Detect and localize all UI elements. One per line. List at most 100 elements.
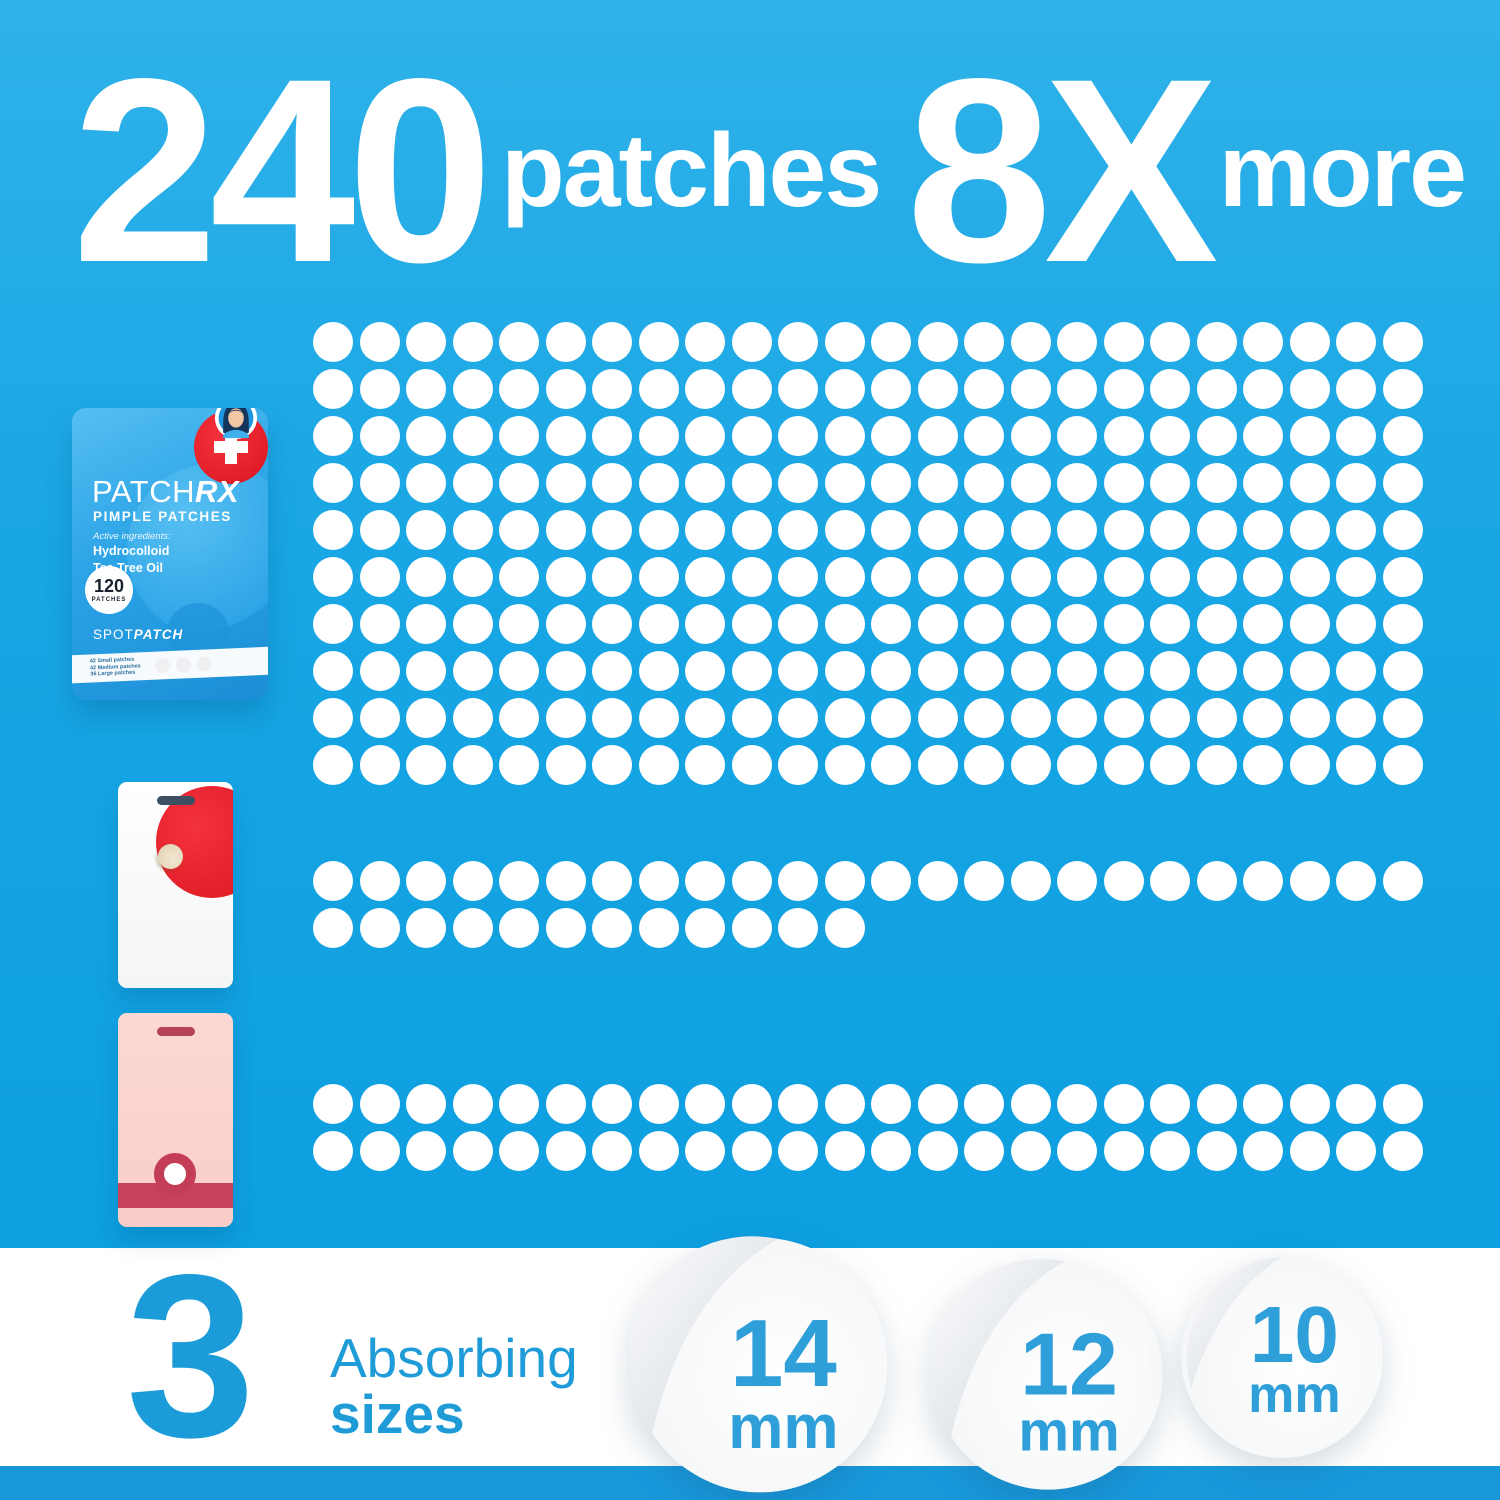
patch-dot [778,1084,818,1124]
patch-dot [1103,510,1144,550]
patch-dot [592,557,632,597]
patch-dot [1289,604,1330,644]
patch-dot [1057,604,1097,644]
patch-dot [359,1131,400,1171]
patch-dot [592,369,632,409]
size-sticker-10mm: 10 mm [1179,1254,1385,1460]
patch-dot [871,369,911,409]
patch-dot [778,463,818,503]
patch-dot [1150,651,1190,691]
patch-dot [685,1084,725,1124]
patch-dot [1103,322,1144,362]
patch-dot [1382,861,1423,901]
patch-dot [685,745,725,785]
patch-dot [1289,1131,1330,1171]
patch-dot [778,604,818,644]
patch-dot [452,698,493,738]
size-sticker-14mm: 14 mm [630,1235,890,1495]
patch-dot [452,463,493,503]
patch-dot [1382,510,1423,550]
patch-dot [871,416,911,456]
patch-dot [359,861,400,901]
patch-dot [871,745,911,785]
patch-dot-row [313,322,1423,362]
patch-dot [685,604,725,644]
patch-dot [545,463,586,503]
patch-dot [406,604,446,644]
patch-dot [638,322,679,362]
patch-dot [1057,463,1097,503]
patch-dot [1382,463,1423,503]
patch-dot [1382,651,1423,691]
patch-dot [1103,604,1144,644]
patch-dot [917,416,958,456]
patch-dot [1336,369,1376,409]
patch-dot [592,463,632,503]
patchrx-dot-grid [313,322,1423,785]
patch-dot [917,369,958,409]
patch-dot [871,322,911,362]
patch-dot [731,416,772,456]
patch-dot [685,369,725,409]
ingredient-hydrocolloid: Hydrocolloid [93,544,170,558]
patch-dot [964,369,1004,409]
badge-label: PATCHES [91,597,127,603]
ring-mark-icon [154,1153,196,1195]
patch-dot [824,604,865,644]
patch-dot [592,745,632,785]
patch-dot [1057,557,1097,597]
patch-dot [313,1131,353,1171]
patch-dot [359,1084,400,1124]
patch-dot [313,651,353,691]
size-value-14mm: 14 mm [728,1300,839,1462]
patch-dot [406,1084,446,1124]
patch-dot [1103,416,1144,456]
patch-dot [592,416,632,456]
patch-dot [545,1084,586,1124]
patch-dot [545,745,586,785]
patch-dot [964,463,1004,503]
patch-dot [359,604,400,644]
patch-dot [824,1131,865,1171]
patch-dot [592,510,632,550]
patch-dot [406,698,446,738]
patch-dot [1103,1084,1144,1124]
patch-dot [452,745,493,785]
patch-dot [313,908,353,948]
patch-dot [1150,604,1190,644]
patch-dot [824,745,865,785]
patch-dot-row [313,463,1423,503]
patch-dot [871,463,911,503]
patch-dot [1010,698,1051,738]
patch-dot [731,369,772,409]
patch-dot [964,1084,1004,1124]
sizes-count: 3 [126,1227,256,1486]
patch-dot [313,416,353,456]
patch-dot [1336,557,1376,597]
contents-line: 36 Large patches [90,670,136,678]
patch-dot [638,1131,679,1171]
patch-dot [1289,1084,1330,1124]
patch-dot [499,369,539,409]
patch-dot [452,1084,493,1124]
patch-dot [406,557,446,597]
patch-dot [1196,416,1237,456]
peeled-patch-icon [158,844,183,869]
patch-dot [499,322,539,362]
patch-dot [359,510,400,550]
patch-dot [1150,698,1190,738]
patch-dot [452,416,493,456]
patch-dot [452,861,493,901]
patch-dot [1382,698,1423,738]
patch-dot [313,369,353,409]
patch-dot [359,557,400,597]
patch-dot [499,698,539,738]
patch-dot [824,557,865,597]
patch-dot [638,369,679,409]
patch-dot [685,463,725,503]
patch-dot [499,745,539,785]
patch-dot [452,908,493,948]
patch-dot [1382,745,1423,785]
patch-dot [545,1131,586,1171]
patch-dot [824,1084,865,1124]
